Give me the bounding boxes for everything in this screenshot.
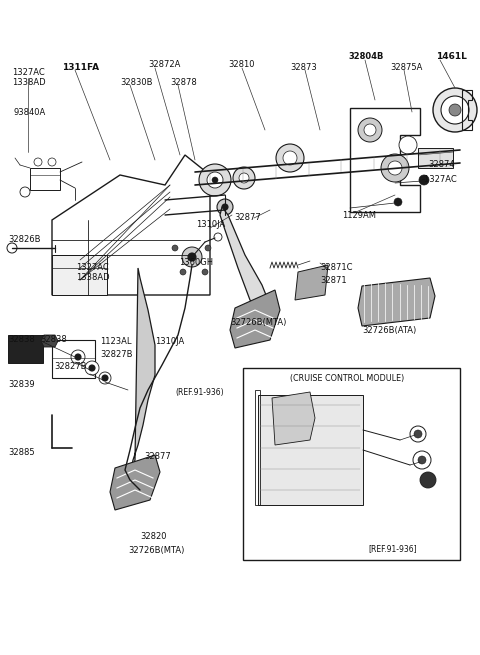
Circle shape	[182, 247, 202, 267]
Bar	[258, 395, 363, 505]
Circle shape	[180, 269, 186, 275]
Circle shape	[89, 365, 95, 371]
Text: 32726B(MTA): 32726B(MTA)	[230, 318, 287, 327]
Circle shape	[188, 253, 196, 261]
Circle shape	[48, 158, 56, 166]
Text: 1461L: 1461L	[436, 52, 467, 61]
Text: 1129AM: 1129AM	[342, 211, 376, 220]
Circle shape	[420, 472, 436, 488]
Circle shape	[212, 177, 218, 183]
Text: 1310JA: 1310JA	[155, 337, 184, 346]
Text: 32873: 32873	[290, 63, 317, 72]
Circle shape	[202, 269, 208, 275]
Text: 32826B: 32826B	[8, 235, 40, 244]
Circle shape	[394, 198, 402, 206]
Circle shape	[239, 173, 249, 183]
Circle shape	[276, 144, 304, 172]
Circle shape	[419, 175, 429, 185]
Polygon shape	[220, 207, 270, 315]
Circle shape	[99, 372, 111, 384]
Circle shape	[388, 161, 402, 175]
Text: 32877: 32877	[144, 452, 171, 461]
Text: 32830B: 32830B	[120, 78, 153, 87]
Polygon shape	[295, 265, 328, 300]
Polygon shape	[358, 278, 435, 326]
Text: 32871C: 32871C	[320, 263, 352, 272]
Text: 1123AL: 1123AL	[100, 337, 132, 346]
Circle shape	[34, 158, 42, 166]
Circle shape	[364, 124, 376, 136]
Text: 32877: 32877	[234, 213, 261, 222]
Circle shape	[222, 204, 228, 210]
Circle shape	[102, 375, 108, 381]
Text: 32839: 32839	[8, 380, 35, 389]
Text: 32804B: 32804B	[348, 52, 384, 61]
Text: [REF.91-936]: [REF.91-936]	[368, 544, 417, 553]
Polygon shape	[230, 290, 280, 348]
Text: (REF.91-936): (REF.91-936)	[175, 388, 224, 397]
Text: 1360GH: 1360GH	[179, 258, 213, 267]
Circle shape	[7, 243, 17, 253]
Circle shape	[75, 354, 81, 360]
Text: 32885: 32885	[8, 448, 35, 457]
Circle shape	[449, 104, 461, 116]
Polygon shape	[41, 335, 58, 347]
Circle shape	[214, 233, 222, 241]
Text: 32726B(MTA): 32726B(MTA)	[128, 546, 184, 555]
Text: 32874: 32874	[428, 160, 455, 169]
Circle shape	[71, 350, 85, 364]
Text: 32872A: 32872A	[148, 60, 180, 69]
Polygon shape	[110, 455, 160, 510]
Text: 93840A: 93840A	[14, 108, 46, 117]
Circle shape	[413, 451, 431, 469]
Circle shape	[414, 430, 422, 438]
Text: 32838: 32838	[40, 335, 67, 344]
Text: 1310JA: 1310JA	[196, 220, 225, 229]
Text: 1327AC
1338AD: 1327AC 1338AD	[76, 263, 109, 282]
Circle shape	[410, 426, 426, 442]
Bar	[243, 368, 460, 560]
Text: 1327AC
1338AD: 1327AC 1338AD	[12, 68, 46, 87]
Text: -1327AC: -1327AC	[422, 175, 458, 184]
Text: 32820: 32820	[140, 532, 167, 541]
Text: 32878: 32878	[170, 78, 197, 87]
Text: 32827B: 32827B	[54, 362, 86, 371]
Bar	[30, 168, 60, 190]
Text: 32810: 32810	[228, 60, 254, 69]
Circle shape	[85, 361, 99, 375]
Polygon shape	[128, 268, 155, 482]
Circle shape	[233, 167, 255, 189]
Text: 32726B(ATA): 32726B(ATA)	[362, 326, 416, 335]
Circle shape	[283, 151, 297, 165]
Bar	[52, 255, 107, 295]
Circle shape	[199, 164, 231, 196]
Text: 32871: 32871	[320, 276, 347, 285]
Circle shape	[433, 88, 477, 132]
Circle shape	[399, 136, 417, 154]
Circle shape	[207, 172, 223, 188]
Circle shape	[358, 118, 382, 142]
Bar	[418, 148, 453, 168]
Circle shape	[172, 245, 178, 251]
Circle shape	[381, 154, 409, 182]
Text: 32875A: 32875A	[390, 63, 422, 72]
Circle shape	[205, 245, 211, 251]
Bar	[8, 335, 43, 363]
Text: 32838: 32838	[8, 335, 35, 344]
Text: 32827B: 32827B	[100, 350, 132, 359]
Text: (CRUISE CONTROL MODULE): (CRUISE CONTROL MODULE)	[290, 374, 404, 383]
Polygon shape	[272, 392, 315, 445]
Circle shape	[217, 199, 233, 215]
Circle shape	[441, 96, 469, 124]
Circle shape	[418, 456, 426, 464]
Text: 1311FA: 1311FA	[62, 63, 99, 72]
